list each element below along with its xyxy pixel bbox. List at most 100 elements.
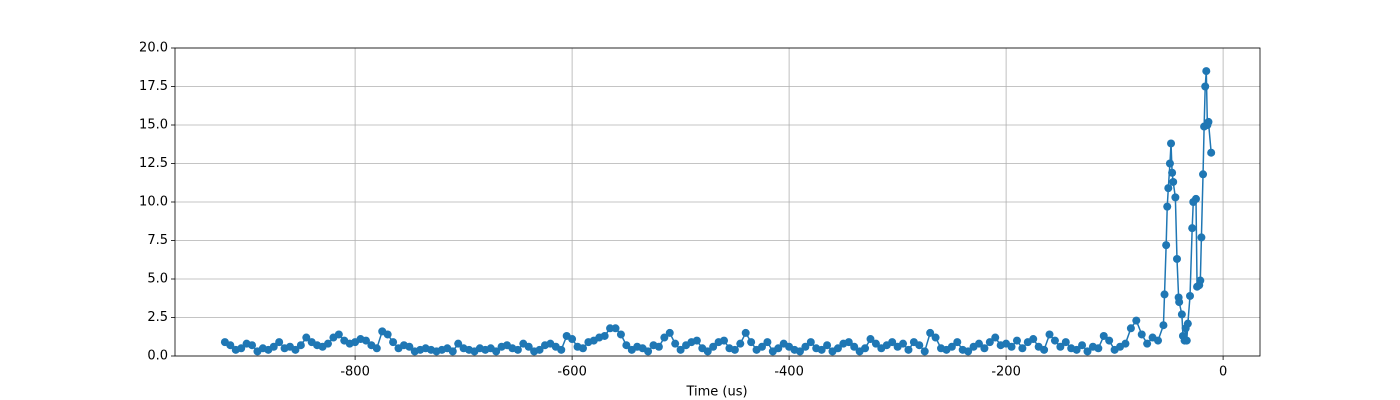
data-point [757, 342, 766, 351]
data-point [692, 336, 701, 345]
data-point [1137, 330, 1146, 339]
data-point [448, 347, 457, 356]
data-point [899, 339, 908, 348]
data-point [323, 339, 332, 348]
data-point [801, 342, 810, 351]
data-point [611, 324, 620, 333]
data-point [237, 344, 246, 353]
data-point [1196, 276, 1205, 285]
data-point [709, 342, 718, 351]
data-point [795, 347, 804, 356]
data-point [1050, 336, 1059, 345]
y-tick-label: 0.0 [147, 349, 168, 364]
data-point [774, 344, 783, 353]
data-point [763, 338, 772, 347]
data-point [513, 345, 522, 354]
data-line [224, 71, 1212, 353]
data-point [1177, 310, 1186, 319]
data-point [1143, 339, 1152, 348]
data-point [1007, 342, 1016, 351]
data-point [920, 347, 929, 356]
x-tick-label: -200 [991, 365, 1021, 380]
data-point [1207, 148, 1216, 157]
y-tick-label: 15.0 [139, 118, 168, 133]
data-point [665, 328, 674, 337]
data-point [817, 345, 826, 354]
x-axis-label: Time (us) [685, 385, 747, 400]
data-point [833, 344, 842, 353]
data-point [1162, 241, 1171, 250]
data-point [844, 338, 853, 347]
data-point [1167, 139, 1176, 148]
data-point [1012, 336, 1021, 345]
data-point [557, 345, 566, 354]
data-point [974, 339, 983, 348]
data-point [524, 342, 533, 351]
data-point [1018, 344, 1027, 353]
data-point [1061, 338, 1070, 347]
data-point [947, 342, 956, 351]
data-point [1072, 345, 1081, 354]
data-point [1083, 347, 1092, 356]
data-point [405, 342, 414, 351]
data-point [1164, 184, 1173, 193]
data-point [275, 338, 284, 347]
data-point [1056, 342, 1065, 351]
x-tick-label: -400 [774, 365, 804, 380]
data-point [302, 333, 311, 342]
data-point [1204, 117, 1213, 126]
x-tick-label: -800 [340, 365, 370, 380]
data-point [1171, 193, 1180, 202]
data-point [931, 333, 940, 342]
data-point [1160, 290, 1169, 299]
data-point [1159, 321, 1168, 330]
y-tick-label: 2.5 [147, 310, 168, 325]
data-point [269, 342, 278, 351]
data-point [720, 336, 729, 345]
data-point [1154, 336, 1163, 345]
data-point [1078, 341, 1087, 350]
data-point [915, 341, 924, 350]
data-point [964, 347, 973, 356]
data-point [1182, 336, 1191, 345]
data-point [1172, 254, 1181, 263]
data-point [1126, 324, 1135, 333]
y-tick-label: 17.5 [139, 79, 168, 94]
data-point [823, 341, 832, 350]
data-point [296, 341, 305, 350]
data-point [1094, 344, 1103, 353]
data-point [389, 338, 398, 347]
data-point [1099, 331, 1108, 340]
data-point [1183, 319, 1192, 328]
data-point [492, 347, 501, 356]
data-point [654, 342, 663, 351]
data-point [361, 336, 370, 345]
data-point [383, 330, 392, 339]
y-tick-label: 10.0 [139, 195, 168, 210]
data-point [866, 335, 875, 344]
data-point [985, 338, 994, 347]
data-point [953, 338, 962, 347]
data-point [1169, 177, 1178, 186]
data-point [1121, 339, 1130, 348]
data-point [291, 345, 300, 354]
data-point [850, 342, 859, 351]
data-point [578, 344, 587, 353]
y-tick-label: 7.5 [147, 233, 168, 248]
data-point [1029, 335, 1038, 344]
data-point [1040, 345, 1049, 354]
data-point [730, 345, 739, 354]
data-point [1045, 330, 1054, 339]
data-point [616, 330, 625, 339]
data-point [991, 333, 1000, 342]
data-point [806, 338, 815, 347]
data-point [741, 328, 750, 337]
data-point [1197, 233, 1206, 242]
data-point [1163, 202, 1172, 211]
data-point [1191, 194, 1200, 203]
data-point [568, 335, 577, 344]
data-point [926, 328, 935, 337]
data-point [676, 345, 685, 354]
data-point [1105, 336, 1114, 345]
